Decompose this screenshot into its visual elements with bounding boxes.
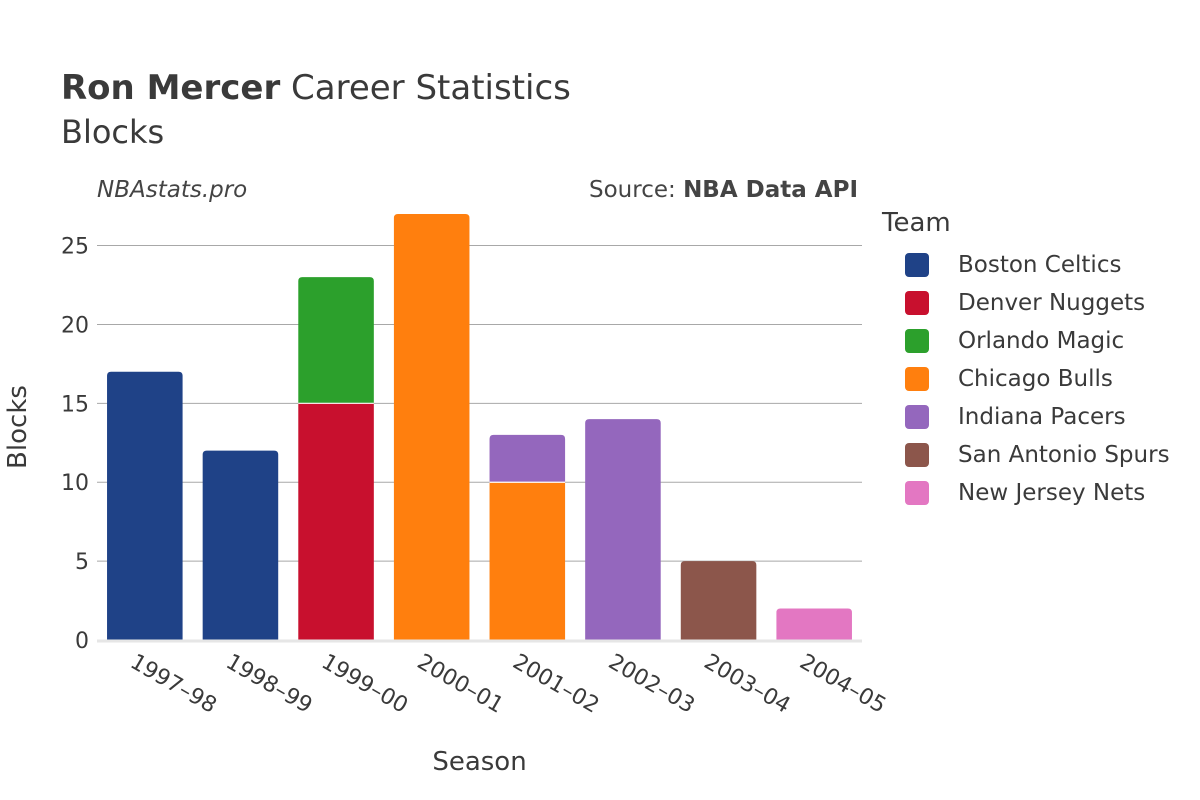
legend-item[interactable]: Denver Nuggets bbox=[882, 284, 1170, 322]
bar-segment bbox=[776, 608, 852, 640]
x-tick-label: 2001–02 bbox=[508, 650, 603, 719]
x-tick-label: 2003–04 bbox=[700, 650, 795, 719]
legend-swatch bbox=[905, 329, 929, 353]
bar-segment bbox=[680, 561, 757, 640]
bar-segment bbox=[298, 277, 374, 404]
source-prefix: Source: bbox=[589, 177, 684, 203]
legend: Team Boston Celtics Denver Nuggets Orlando… bbox=[882, 208, 1170, 512]
legend-items: Boston Celtics Denver Nuggets Orlando Magi… bbox=[882, 246, 1170, 512]
bar-segment bbox=[107, 371, 183, 640]
x-tick-label: 1998–99 bbox=[221, 650, 316, 719]
chart-title-rest: Career Statistics bbox=[280, 68, 571, 108]
x-tick-label: 1999–00 bbox=[317, 650, 412, 719]
legend-label: Chicago Bulls bbox=[958, 366, 1113, 392]
source-credit: Source: NBA Data API bbox=[589, 177, 858, 203]
y-tick-label: 25 bbox=[61, 235, 89, 260]
legend-label: Denver Nuggets bbox=[958, 290, 1146, 316]
y-tick-label: 20 bbox=[61, 313, 89, 338]
bar-segment bbox=[489, 482, 566, 640]
legend-swatch bbox=[905, 481, 929, 505]
legend-label: Indiana Pacers bbox=[958, 404, 1126, 430]
y-axis-title: Blocks bbox=[3, 385, 33, 469]
legend-label: Boston Celtics bbox=[958, 252, 1122, 278]
bar-segment bbox=[202, 450, 279, 640]
chart-subtitle: Blocks bbox=[61, 113, 165, 151]
y-tick-label: 5 bbox=[75, 550, 89, 575]
legend-label: New Jersey Nets bbox=[958, 480, 1146, 506]
watermark: NBAstats.pro bbox=[97, 177, 248, 203]
legend-swatch bbox=[905, 405, 929, 429]
chart-title-player: Ron Mercer bbox=[61, 68, 281, 108]
legend-swatch bbox=[905, 367, 929, 391]
legend-item[interactable]: Orlando Magic bbox=[882, 322, 1170, 360]
x-tick-label: 2004–05 bbox=[795, 650, 890, 719]
legend-item[interactable]: Boston Celtics bbox=[882, 246, 1170, 284]
bar-segment bbox=[585, 419, 661, 640]
legend-label: San Antonio Spurs bbox=[958, 442, 1170, 468]
legend-title: Team bbox=[882, 208, 951, 238]
x-tick-label: 2002–03 bbox=[604, 650, 699, 719]
legend-item[interactable]: Chicago Bulls bbox=[882, 360, 1170, 398]
legend-item[interactable]: New Jersey Nets bbox=[882, 474, 1170, 512]
legend-item[interactable]: Indiana Pacers bbox=[882, 398, 1170, 436]
chart-title: Ron Mercer Career Statistics bbox=[61, 66, 571, 110]
x-axis-title: Season bbox=[432, 747, 526, 777]
y-tick-label: 0 bbox=[75, 629, 89, 654]
legend-swatch bbox=[905, 291, 929, 315]
y-tick-label: 15 bbox=[61, 392, 89, 417]
legend-swatch bbox=[905, 253, 929, 277]
x-tick-label: 2000–01 bbox=[413, 650, 508, 719]
x-tick-label: 1997–98 bbox=[126, 650, 221, 719]
source-name: NBA Data API bbox=[683, 177, 858, 203]
legend-label: Orlando Magic bbox=[958, 328, 1125, 354]
legend-swatch bbox=[905, 443, 929, 467]
y-tick-label: 10 bbox=[61, 471, 89, 496]
bar-segment bbox=[393, 214, 470, 640]
bar-segment bbox=[298, 403, 374, 640]
bar-segment bbox=[489, 434, 566, 483]
legend-item[interactable]: San Antonio Spurs bbox=[882, 436, 1170, 474]
